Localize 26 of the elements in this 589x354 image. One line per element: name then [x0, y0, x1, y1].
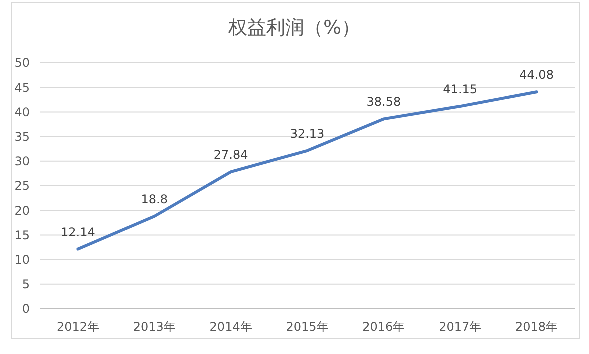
x-tick-label: 2016年 [362, 320, 406, 334]
x-tick-label: 2012年 [56, 320, 100, 334]
y-tick-label: 25 [14, 179, 30, 194]
y-tick-label: 5 [22, 278, 30, 292]
y-tick-label: 40 [14, 105, 30, 120]
data-label: 27.84 [214, 148, 248, 162]
data-label: 41.15 [443, 82, 478, 97]
y-tick-label: 50 [14, 56, 30, 70]
x-tick-label: 2014年 [210, 320, 252, 334]
x-tick-label: 2017年 [439, 320, 482, 334]
data-label: 18.8 [141, 192, 168, 207]
data-label: 44.08 [520, 68, 554, 82]
y-tick-label: 15 [14, 228, 30, 242]
y-tick-label: 0 [22, 302, 30, 316]
y-tick-label: 35 [14, 130, 30, 144]
y-tick-label: 30 [14, 154, 30, 169]
chart-title: 权益利润（%） [227, 17, 361, 39]
data-label: 32.13 [290, 126, 325, 141]
y-tick-label: 10 [14, 253, 30, 267]
y-tick-label: 20 [14, 204, 30, 218]
x-tick-label: 2015年 [286, 320, 329, 334]
y-tick-label: 45 [14, 80, 30, 95]
x-tick-label: 2013年 [133, 320, 176, 334]
data-label: 12.14 [61, 225, 96, 240]
x-tick-label: 2018年 [516, 320, 558, 334]
data-label: 38.58 [366, 95, 402, 110]
